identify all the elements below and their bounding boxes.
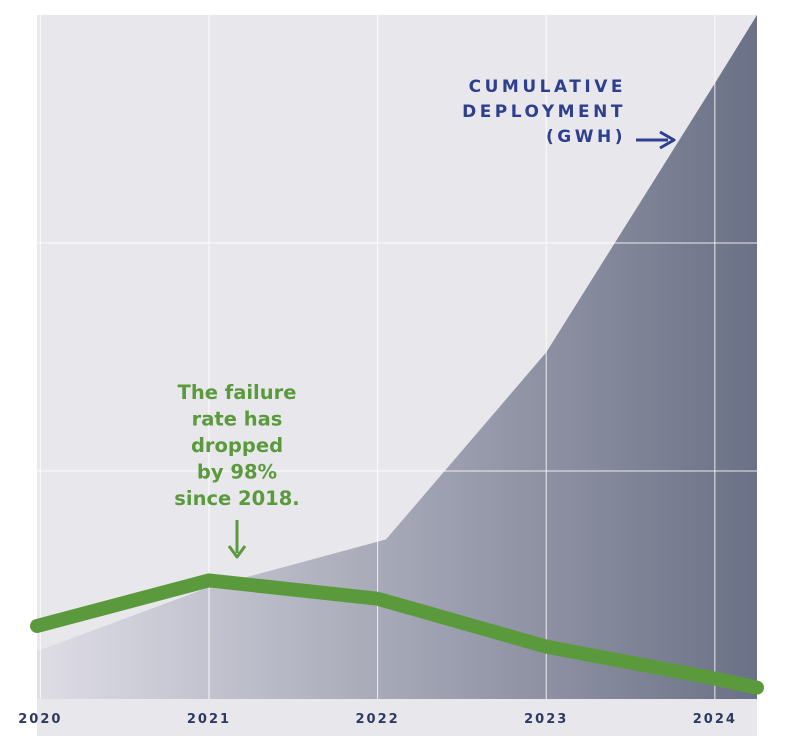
x-tick-label: 2024 [693, 712, 737, 727]
failure-label: The failure rate has dropped by 98% since 20… [174, 381, 299, 510]
x-tick-label: 2023 [524, 712, 568, 727]
arrow-head [227, 545, 247, 559]
x-tick-label: 2022 [356, 712, 400, 727]
deployment-label: CUMULATIVE DEPLOYMENT (GWH) [462, 77, 626, 147]
arrow-head [659, 130, 676, 150]
x-tick-label: 2020 [18, 712, 62, 727]
deployment-arrow-icon [636, 130, 676, 150]
deployment-label-line: CUMULATIVE [469, 77, 626, 97]
failure-label-line: rate has [192, 408, 283, 431]
failure-label-line: since 2018. [174, 487, 299, 510]
deployment-label-line: DEPLOYMENT [462, 102, 626, 122]
x-axis-band [37, 699, 757, 736]
failure-label-line: by 98% [197, 461, 277, 484]
x-tick-labels: 2020 2021 2022 2023 2024 [18, 712, 737, 727]
x-tick-label: 2021 [187, 712, 231, 727]
deployment-area [37, 15, 757, 699]
down-arrow-icon [227, 520, 247, 559]
failure-label-line: The failure [178, 381, 297, 404]
deployment-label-line: (GWH) [546, 127, 626, 147]
failure-rate-line [30, 573, 764, 695]
failure-label-line: dropped [191, 434, 283, 457]
